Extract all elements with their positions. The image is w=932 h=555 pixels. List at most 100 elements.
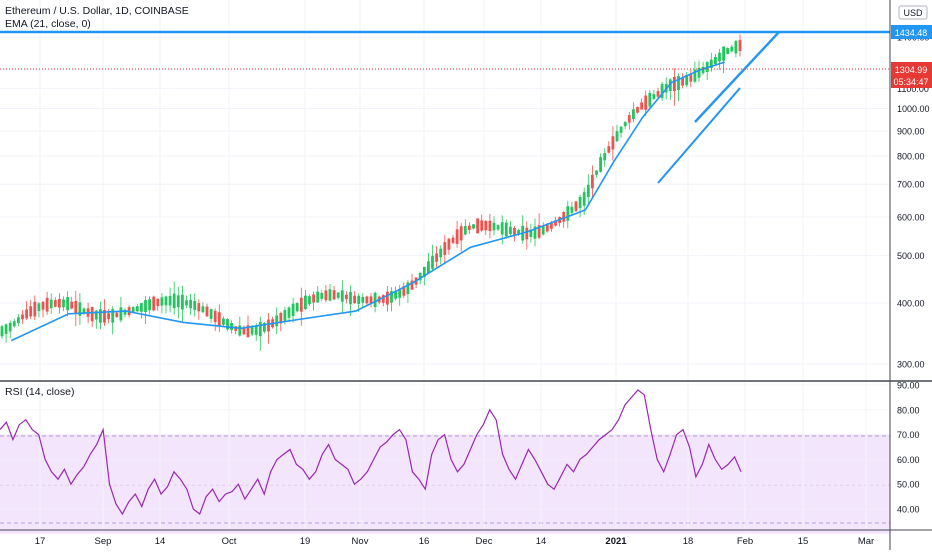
candle-body bbox=[632, 109, 635, 120]
candle-body bbox=[533, 226, 537, 239]
candle-body bbox=[709, 59, 713, 69]
candle-body bbox=[316, 291, 320, 303]
time-axis[interactable]: 17 Sep 14 Oct 19 Nov 16 Dec 14 2021 18 Feb 15 Mar bbox=[35, 536, 874, 547]
candle-body bbox=[267, 319, 270, 332]
candle-body bbox=[439, 248, 443, 258]
candle-body bbox=[386, 291, 389, 305]
rsi-tick-label: 40.00 bbox=[897, 505, 920, 515]
candle-body bbox=[172, 293, 176, 309]
candle-body bbox=[90, 306, 94, 322]
candle-body bbox=[332, 290, 336, 300]
candle-body bbox=[164, 296, 168, 306]
candle-body bbox=[181, 294, 184, 310]
rsi-line[interactable] bbox=[0, 389, 742, 516]
candle-body bbox=[336, 292, 340, 298]
candle-body bbox=[103, 309, 106, 323]
rsi-axis[interactable]: 40.00 50.00 60.00 70.00 80.00 90.00 bbox=[897, 381, 920, 515]
candle-body bbox=[701, 66, 705, 74]
candle-body bbox=[685, 74, 689, 86]
candle-body bbox=[673, 76, 676, 91]
indicator-label: EMA (21, close, 0) bbox=[5, 18, 91, 30]
candle-body bbox=[714, 56, 717, 64]
candle-body bbox=[78, 302, 82, 316]
candle-body bbox=[250, 327, 254, 335]
candle-body bbox=[17, 317, 20, 324]
candle-body bbox=[197, 303, 201, 312]
time-tick-label: 16 bbox=[419, 536, 430, 547]
price-tick-label: 500.00 bbox=[897, 251, 925, 261]
candle-body bbox=[45, 297, 49, 312]
candle-body bbox=[652, 94, 656, 100]
candle-body bbox=[451, 237, 455, 243]
candle-body bbox=[82, 308, 86, 314]
time-tick-label: Nov bbox=[352, 536, 369, 547]
candle-body bbox=[718, 52, 721, 62]
candle-body bbox=[504, 222, 508, 237]
candle-body bbox=[586, 184, 590, 197]
candle-body bbox=[431, 256, 434, 269]
time-tick-label: Sep bbox=[95, 536, 112, 547]
time-tick-label: 19 bbox=[300, 536, 311, 547]
candle-body bbox=[562, 212, 566, 222]
candle-body bbox=[8, 322, 12, 332]
candle-body bbox=[500, 222, 504, 235]
candle-body bbox=[357, 295, 361, 304]
candle-body bbox=[295, 303, 299, 312]
candle-body bbox=[242, 327, 246, 335]
candle-body bbox=[574, 201, 578, 211]
candle-body bbox=[607, 146, 611, 153]
candle-body bbox=[599, 157, 602, 172]
candle-body bbox=[299, 297, 303, 312]
candle-body bbox=[160, 297, 164, 306]
candle-body bbox=[488, 220, 492, 232]
candle-body bbox=[644, 95, 648, 110]
candle-body bbox=[94, 310, 98, 320]
candle-body bbox=[230, 323, 233, 330]
trend-line-lower[interactable] bbox=[657, 87, 741, 184]
candle-body bbox=[25, 309, 28, 319]
rsi-tick-label: 50.00 bbox=[897, 480, 920, 490]
candle-body bbox=[636, 107, 639, 113]
candle-body bbox=[107, 313, 110, 320]
candle-body bbox=[119, 307, 123, 321]
candle-body bbox=[123, 309, 127, 315]
candle-body bbox=[459, 226, 463, 241]
candle-body bbox=[730, 46, 734, 52]
candle-body bbox=[49, 299, 53, 309]
trend-line-upper[interactable] bbox=[694, 31, 780, 123]
candle-body bbox=[234, 326, 238, 331]
candle-body bbox=[115, 312, 119, 318]
candle-body bbox=[525, 227, 529, 240]
time-tick-label: 18 bbox=[683, 536, 694, 547]
currency-badge[interactable]: USD bbox=[898, 5, 928, 20]
price-tick-label: 800.00 bbox=[897, 151, 925, 161]
candle-body bbox=[304, 295, 307, 310]
candle-body bbox=[582, 192, 586, 206]
candle-body bbox=[62, 299, 65, 308]
candle-body bbox=[738, 40, 742, 51]
ema-line[interactable] bbox=[10, 61, 725, 342]
candle-body bbox=[394, 291, 397, 299]
price-pane-background[interactable] bbox=[0, 0, 890, 380]
candle-body bbox=[308, 296, 311, 305]
price-tick-label: 300.00 bbox=[897, 360, 925, 370]
candle-body bbox=[70, 301, 74, 309]
price-gridlines bbox=[0, 36, 890, 365]
candle-body bbox=[312, 294, 315, 303]
candle-body bbox=[541, 225, 545, 235]
candle-body bbox=[566, 206, 570, 221]
candle-body bbox=[689, 74, 693, 82]
candle-body bbox=[406, 282, 410, 294]
candle-body bbox=[135, 306, 139, 312]
candle-body bbox=[722, 46, 725, 61]
rsi-label: RSI (14, close) bbox=[5, 386, 74, 398]
candle-body bbox=[492, 222, 496, 231]
candle-body bbox=[217, 312, 221, 327]
time-tick-label: Mar bbox=[858, 536, 874, 547]
candle-body bbox=[427, 261, 430, 274]
candle-body bbox=[410, 280, 414, 290]
candle-body bbox=[537, 225, 541, 238]
candle-body bbox=[320, 292, 324, 299]
candle-body bbox=[287, 307, 291, 318]
